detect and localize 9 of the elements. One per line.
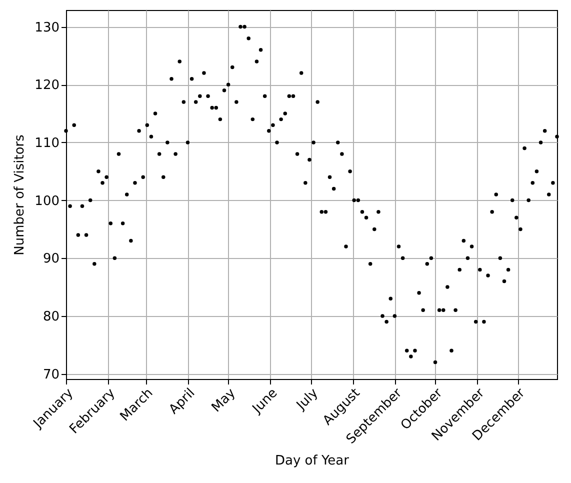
y-tick-label: 110 [34,136,60,151]
y-tick-label: 100 [34,194,60,209]
y-tick-label: 80 [42,309,60,324]
y-tick-label: 120 [34,78,60,94]
y-axis-title: Number of Visitors [12,134,28,256]
y-tick-label: 130 [34,20,60,36]
x-axis-title: Day of Year [275,454,350,468]
y-tick-label: 90 [42,252,60,267]
y-tick-label: 70 [42,367,60,382]
